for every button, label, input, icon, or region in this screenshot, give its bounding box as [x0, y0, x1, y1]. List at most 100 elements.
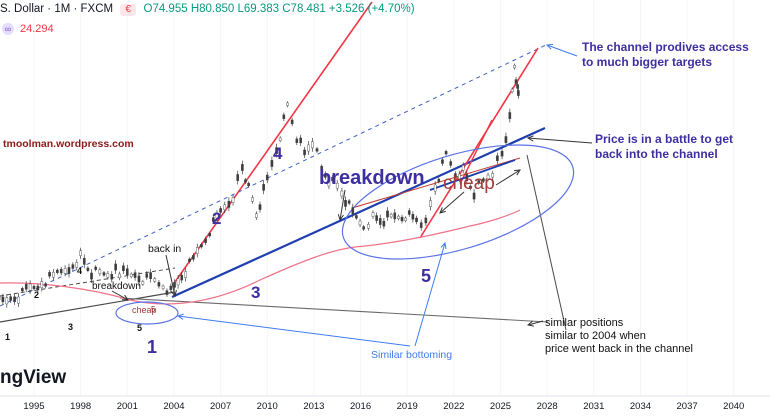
small-wave-4-label: 4: [77, 266, 82, 276]
candle-body: [21, 288, 23, 291]
x-tick-label: 2001: [117, 401, 138, 412]
candle-body: [390, 214, 392, 217]
channel-note-line-1: The channel prodives access: [582, 40, 749, 54]
candle-body: [13, 297, 15, 302]
site-label: tmoolman.wordpress.com: [3, 138, 134, 150]
candle-body: [412, 214, 414, 219]
candle-body: [420, 223, 422, 228]
x-tick-label: 2013: [303, 401, 324, 412]
candle-body: [48, 272, 50, 276]
candle-body: [441, 160, 443, 164]
candle-body: [99, 270, 101, 274]
candle-body: [363, 227, 365, 230]
cheap-big-arrow-2: [496, 170, 520, 185]
candle-body: [103, 273, 105, 276]
wave-4-label: 4: [273, 144, 283, 163]
candle-body: [386, 211, 388, 217]
candle-body: [83, 258, 85, 264]
cheap-big-arrow-2-head: [514, 170, 520, 175]
candle-body: [259, 205, 261, 210]
candle-body: [247, 183, 249, 186]
candle-body: [513, 65, 515, 68]
candle-body: [244, 180, 246, 183]
candle-body: [296, 139, 298, 143]
candle-body: [415, 218, 417, 222]
x-tick-label: 2040: [723, 401, 744, 412]
time-axis-bg[interactable]: [0, 396, 770, 415]
battle-arrow: [528, 138, 592, 143]
candle-body: [445, 151, 447, 154]
x-tick-label: 2004: [163, 401, 184, 412]
candle-body: [509, 112, 511, 118]
x-tick-label: 2025: [490, 401, 511, 412]
similar-note-line-2: similar to 2004 when: [545, 330, 646, 342]
candle-body: [316, 149, 318, 152]
candle-body: [352, 208, 354, 214]
candle-body: [142, 281, 144, 284]
similar-note-line-3: price went back in the channel: [545, 343, 693, 355]
candle-body: [505, 136, 507, 142]
candle-body: [134, 273, 136, 278]
candle-body: [279, 138, 281, 141]
candle-body: [80, 251, 82, 256]
candle-body: [107, 273, 109, 277]
wave-3-label: 3: [251, 283, 260, 302]
indicator-icon[interactable]: ∞: [2, 23, 14, 35]
x-tick-label: 2016: [350, 401, 371, 412]
candle-body: [383, 221, 385, 226]
candle-body: [90, 273, 92, 279]
back-in-label: back in: [148, 243, 181, 255]
candle-body: [166, 291, 168, 295]
candle-body: [286, 103, 288, 106]
x-tick-label: 2010: [257, 401, 278, 412]
candle-body: [429, 201, 431, 207]
channel-note-arrow: [547, 45, 577, 56]
candle-body: [122, 266, 124, 271]
candle-body: [115, 264, 117, 270]
small-wave-2-label: 2: [34, 290, 39, 300]
currency-pair-icon: €: [120, 4, 136, 16]
x-tick-label: 2007: [210, 401, 231, 412]
candle-body: [434, 185, 436, 191]
watermark: ngView: [0, 367, 66, 388]
candle-body: [130, 274, 132, 277]
candle-body: [307, 145, 309, 151]
candle-body: [255, 214, 257, 218]
battle-note-line-2: back into the channel: [595, 147, 718, 161]
candle-body: [394, 213, 396, 219]
breakdown-big-label: breakdown: [319, 167, 425, 189]
candle-body: [188, 259, 190, 262]
small-wave-3-label: 3: [68, 322, 73, 332]
breakdown-small-label: breakdown: [92, 281, 141, 292]
candle-body: [344, 200, 346, 206]
wave-1-label: 1: [147, 337, 157, 357]
symbol-title[interactable]: S. Dollar · 1M · FXCM: [0, 3, 113, 15]
symbol-legend: S. Dollar · 1M · FXCM € O74.955 H80.850 …: [0, 3, 415, 16]
wave-2-label: 2: [212, 209, 221, 228]
candle-body: [300, 138, 302, 143]
candle-body: [517, 91, 519, 96]
candle-body: [376, 216, 378, 221]
candle-body: [60, 269, 62, 273]
candle-body: [10, 297, 12, 301]
small-wave-5-label: 5: [137, 323, 142, 333]
candle-body: [425, 218, 427, 223]
candle-body: [379, 218, 381, 224]
small-wave-5b-label: 5: [151, 305, 156, 314]
support-gray-line: [120, 298, 548, 322]
x-tick-label: 2034: [630, 401, 651, 412]
similar-bottoming-label: Similar bottoming: [371, 349, 452, 361]
candle-body: [154, 279, 156, 282]
candle-body: [291, 120, 293, 124]
candle-body: [263, 184, 265, 190]
candle-body: [200, 244, 202, 247]
candle-body: [162, 286, 164, 289]
candle-body: [17, 297, 19, 303]
candle-body: [348, 201, 350, 204]
candle-body: [204, 239, 206, 243]
candle-body: [177, 279, 179, 285]
candle-body: [87, 268, 89, 271]
x-tick-label: 2019: [397, 401, 418, 412]
candle-body: [173, 282, 175, 287]
